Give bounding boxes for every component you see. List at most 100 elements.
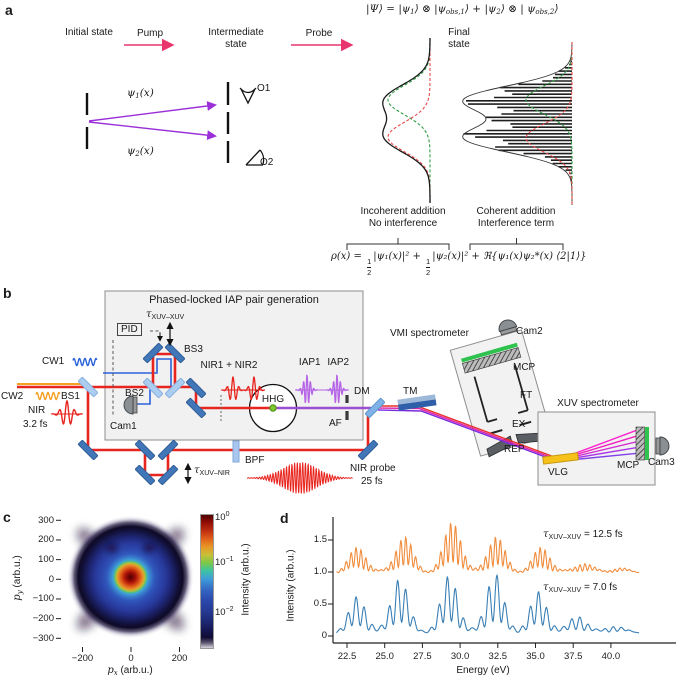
cam3-icon [655, 436, 670, 456]
formula-part: ⟩ ⊗ |ψ [414, 3, 446, 15]
py-base: p [12, 594, 23, 601]
ft-label: FT [520, 390, 533, 401]
density-equation: ρ(x) = 1 2 |ψ₁(x)|² + 1 2 |ψ₂(x)|² + ℜ{ψ₁(x)… [331, 251, 587, 276]
observer-1-label: O1 [257, 83, 271, 94]
tau-sub: XUV–XUV [548, 587, 582, 594]
bs2-label: BS2 [125, 388, 144, 399]
equation-term3: ℜ{ψ₁(x)ψ₂*(x) ⟨2|1⟩} [483, 251, 587, 262]
iap-generation-box [104, 290, 364, 441]
iap-box-title: Phased-locked IAP pair generation [149, 294, 319, 306]
psi2-label: ψ2(x) [127, 145, 154, 158]
incoherent-caption-line1: Incoherent addition [360, 206, 446, 217]
d-xtick-label: 25.0 [375, 651, 394, 662]
annotation-brackets [346, 238, 564, 250]
vlg-label: VLG [548, 467, 569, 478]
d-ytick-label: 0.5 [313, 598, 327, 609]
panel-a: a |Ψ⟩ = |ψ1⟩ ⊗ |ψobs,1⟩ + |ψ2⟩ ⊗ | ψobs,… [0, 0, 683, 283]
panel-c-axes [56, 519, 180, 652]
d-xtick-label: 22.5 [337, 651, 357, 662]
cw1-beam [103, 358, 172, 405]
frac-den: 2 [426, 267, 431, 277]
d-xtick-label: 30.0 [450, 651, 470, 662]
tau-symbol: τ [146, 309, 152, 320]
nir-beam [17, 352, 370, 477]
bpf-label: BPF [245, 455, 265, 466]
px-sub: x [113, 669, 118, 677]
vmi-distribution [63, 514, 198, 644]
d-xtick-label: 37.5 [563, 651, 583, 662]
hhg-gas-target [269, 404, 277, 412]
psi1-rest: (x) [139, 87, 154, 99]
c-xtick-label: −200 [71, 653, 94, 664]
vmi-title: VMI spectrometer [390, 328, 469, 339]
d-xtick-label: 35.0 [526, 651, 545, 662]
formula-sub: obs,1 [445, 8, 465, 16]
nir12-label: NIR1 + NIR2 [200, 360, 258, 371]
equation-term2: |ψ₂(x)|² [432, 251, 469, 262]
af-label: AF [329, 418, 342, 429]
ex-label: EX [512, 419, 526, 430]
tm-mirror [397, 394, 437, 411]
psi2-base: ψ [127, 145, 136, 157]
cam2-icon [498, 319, 518, 336]
formula-sub: 2 [496, 8, 501, 16]
d-ytick-label: 1.5 [313, 534, 327, 545]
dark-dimples [106, 543, 155, 553]
nir-label: NIR [28, 405, 46, 416]
nir-duration-label: 3.2 fs [23, 419, 48, 430]
rep-label: REP [504, 444, 525, 455]
colorbar-tick-label: 100 [215, 511, 230, 524]
mirror [78, 440, 98, 460]
c-ytick-label: −200 [32, 613, 54, 625]
dichroic-mirror [365, 398, 385, 418]
series-label-rest: = 12.5 fs [581, 529, 623, 540]
panel-d-label: d [280, 510, 289, 526]
probe-label: Probe [305, 28, 333, 39]
colorbar [200, 514, 214, 649]
py-axis-label: py (arb.u.) [12, 528, 24, 628]
psi2-rest: (x) [139, 145, 154, 157]
mirror [135, 440, 155, 460]
iap-label: IAP1 IAP2 [298, 357, 350, 368]
formula-sub: obs,2 [535, 8, 555, 16]
nir-probe-label: NIR probe [350, 463, 396, 474]
formula-part: ⟩ [554, 3, 559, 15]
xuv-mcp [635, 426, 645, 461]
vmi-spectrometer-box [449, 329, 553, 458]
formula-sub: 1 [410, 8, 415, 16]
frac-num: 1 [367, 257, 372, 266]
formula-part: ⟩ + |ψ [464, 3, 497, 15]
panel-b: b Phased-locked IAP pair generation PID … [0, 283, 683, 505]
d-ytick-label: 1.0 [313, 566, 327, 577]
c-ytick-label: 200 [38, 534, 54, 546]
observer-2-label: O2 [260, 157, 274, 168]
cw1-label: CW1 [42, 356, 65, 367]
vmi-mcp [462, 347, 522, 374]
beamsplitter [78, 377, 98, 397]
vmi-mcp-label: MCP [513, 362, 536, 373]
px-rest: (arb.u.) [117, 665, 153, 676]
xuv-phosphor-screen [645, 427, 649, 460]
panel-b-label: b [3, 285, 12, 301]
tau-symbol: τ [543, 582, 549, 593]
coherent-caption-line2: Interference term [477, 217, 555, 229]
xuv-nir-delay-label: τXUV–NIR [194, 465, 230, 478]
beamsplitter [165, 378, 185, 398]
mirror [358, 440, 378, 460]
incoherent-caption-line2: No interference [368, 217, 438, 229]
intermediate-state-label: Intermediate state [208, 27, 264, 50]
d-xtick-label: 27.5 [413, 651, 432, 662]
state-formula: |Ψ⟩ = |ψ1⟩ ⊗ |ψobs,1⟩ + |ψ2⟩ ⊗ | ψobs,2⟩ [366, 3, 558, 16]
vmi-phosphor-screen [460, 342, 518, 363]
bs1-label: BS1 [61, 391, 80, 402]
pid-controller: PID [117, 323, 142, 336]
d-xtick-label: 40.0 [601, 651, 621, 662]
series-label-blue: τXUV–XUV = 7.0 fs [543, 582, 617, 595]
d-ytick-label: 0 [321, 630, 327, 641]
beamsplitter [143, 378, 163, 398]
tau-sub: XUV–XUV [548, 534, 582, 541]
frac-num: 1 [426, 257, 431, 266]
series-label-rest: = 7.0 fs [581, 582, 618, 593]
py-sub: y [16, 590, 24, 595]
formula-part: ⟩ ⊗ | ψ [500, 3, 536, 15]
